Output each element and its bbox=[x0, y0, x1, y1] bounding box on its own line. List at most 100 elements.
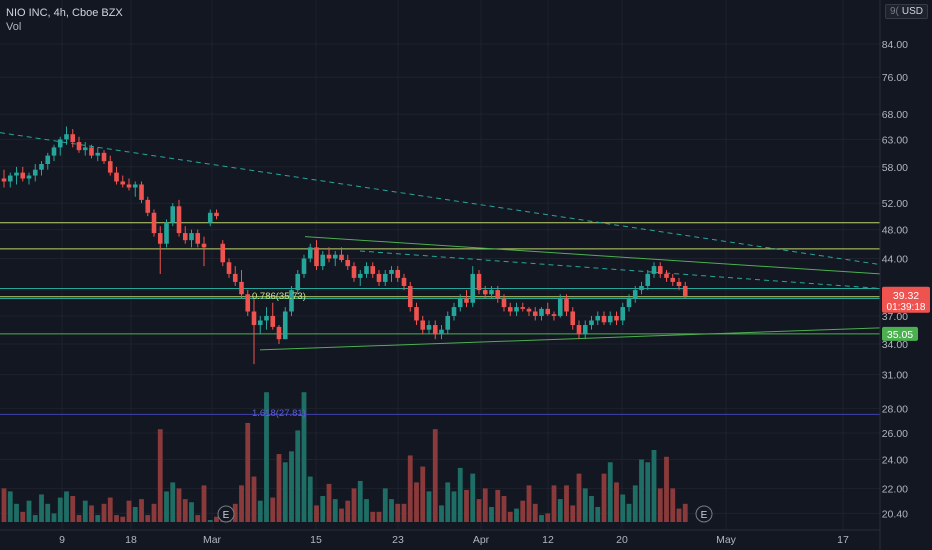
currency-cut-label: 9( bbox=[889, 6, 899, 17]
candle-body bbox=[251, 311, 257, 326]
symbol-title[interactable]: NIO INC, 4h, Cboe BZX bbox=[6, 7, 123, 19]
volume-bars bbox=[1, 392, 688, 522]
time-tick-label: Mar bbox=[203, 534, 222, 546]
volume-bar bbox=[45, 503, 51, 522]
volume-bar bbox=[214, 516, 219, 522]
time-tick-label: Apr bbox=[473, 534, 490, 546]
candle-body bbox=[651, 266, 657, 274]
volume-bar bbox=[520, 500, 526, 522]
candle-body bbox=[582, 325, 588, 335]
volume-bar bbox=[82, 500, 88, 522]
candle-body bbox=[639, 285, 644, 291]
candle-body bbox=[51, 147, 57, 156]
volume-bar bbox=[426, 491, 432, 522]
earnings-marker[interactable]: E bbox=[217, 505, 235, 523]
volume-bar bbox=[239, 485, 244, 522]
candle bbox=[576, 320, 582, 340]
candle bbox=[626, 294, 632, 312]
volume-bar bbox=[76, 515, 82, 522]
volume-bar bbox=[207, 520, 213, 522]
volume-bar bbox=[20, 511, 26, 522]
candle-body bbox=[82, 147, 88, 151]
currency-button[interactable]: 9(USD bbox=[884, 4, 928, 19]
volume-bar bbox=[370, 511, 376, 522]
candle-body bbox=[526, 308, 532, 312]
volume-bar bbox=[314, 505, 319, 522]
candle bbox=[70, 129, 76, 148]
volume-bar bbox=[470, 473, 476, 522]
candle bbox=[257, 315, 263, 335]
volume-bar bbox=[407, 455, 413, 522]
candle bbox=[270, 302, 276, 330]
level-price-label: 35.05 bbox=[887, 329, 913, 341]
volume-bar bbox=[126, 500, 132, 522]
candle bbox=[82, 142, 88, 156]
candle bbox=[214, 209, 219, 220]
candle bbox=[351, 262, 357, 282]
candle bbox=[407, 281, 413, 312]
volume-bar bbox=[145, 515, 151, 522]
candle bbox=[570, 307, 576, 330]
volume-bar bbox=[176, 488, 182, 522]
candle bbox=[220, 240, 226, 267]
candle-body bbox=[670, 277, 676, 282]
time-tick-label: May bbox=[716, 534, 737, 546]
candle-body bbox=[176, 206, 182, 234]
candle bbox=[657, 262, 663, 278]
candle-body bbox=[26, 175, 32, 179]
candle-body bbox=[239, 281, 244, 295]
candle bbox=[382, 269, 388, 286]
candle bbox=[32, 164, 38, 182]
volume-bar bbox=[482, 488, 488, 522]
candle bbox=[289, 285, 294, 316]
candle bbox=[145, 196, 151, 217]
candle bbox=[251, 298, 257, 365]
candle-body bbox=[551, 314, 557, 316]
volume-label[interactable]: Vol bbox=[6, 21, 22, 33]
candle bbox=[514, 302, 519, 316]
candle-body bbox=[214, 212, 219, 217]
candle-body bbox=[270, 315, 276, 327]
candle-body bbox=[107, 161, 113, 173]
candle-body bbox=[432, 325, 438, 335]
volume-bar bbox=[570, 505, 576, 522]
volume-bar bbox=[139, 499, 144, 522]
volume-bar bbox=[464, 489, 469, 522]
volume-bar bbox=[589, 496, 594, 522]
volume-bar bbox=[295, 430, 301, 522]
volume-bar bbox=[489, 506, 494, 522]
candle bbox=[451, 302, 457, 321]
candle bbox=[139, 181, 144, 204]
candle-body bbox=[464, 298, 469, 303]
candle bbox=[320, 251, 326, 270]
last-price-tag bbox=[882, 286, 930, 313]
volume-bar bbox=[439, 505, 444, 522]
candle-body bbox=[264, 315, 269, 321]
price-tick-label: 52.00 bbox=[882, 198, 908, 210]
candle bbox=[682, 281, 688, 299]
candle-body bbox=[614, 315, 619, 321]
candle bbox=[107, 155, 113, 176]
candle-body bbox=[664, 273, 669, 278]
candle-body bbox=[395, 269, 401, 278]
candle-body bbox=[151, 212, 157, 234]
candle bbox=[495, 285, 501, 303]
volume-bar bbox=[289, 451, 294, 522]
volume-bar bbox=[651, 449, 657, 522]
earnings-marker[interactable]: E bbox=[695, 505, 713, 523]
candle bbox=[376, 269, 382, 286]
volume-bar bbox=[551, 485, 557, 522]
candle bbox=[326, 247, 332, 263]
candle bbox=[389, 266, 394, 282]
candle bbox=[507, 302, 513, 316]
candle bbox=[414, 302, 419, 326]
volume-bar bbox=[582, 488, 588, 522]
candle bbox=[401, 273, 407, 291]
candle-body bbox=[445, 315, 451, 330]
candle bbox=[1, 169, 7, 188]
candle bbox=[182, 226, 188, 244]
candle-body bbox=[282, 311, 288, 340]
candle-body bbox=[351, 266, 357, 278]
volume-bar bbox=[345, 500, 351, 522]
